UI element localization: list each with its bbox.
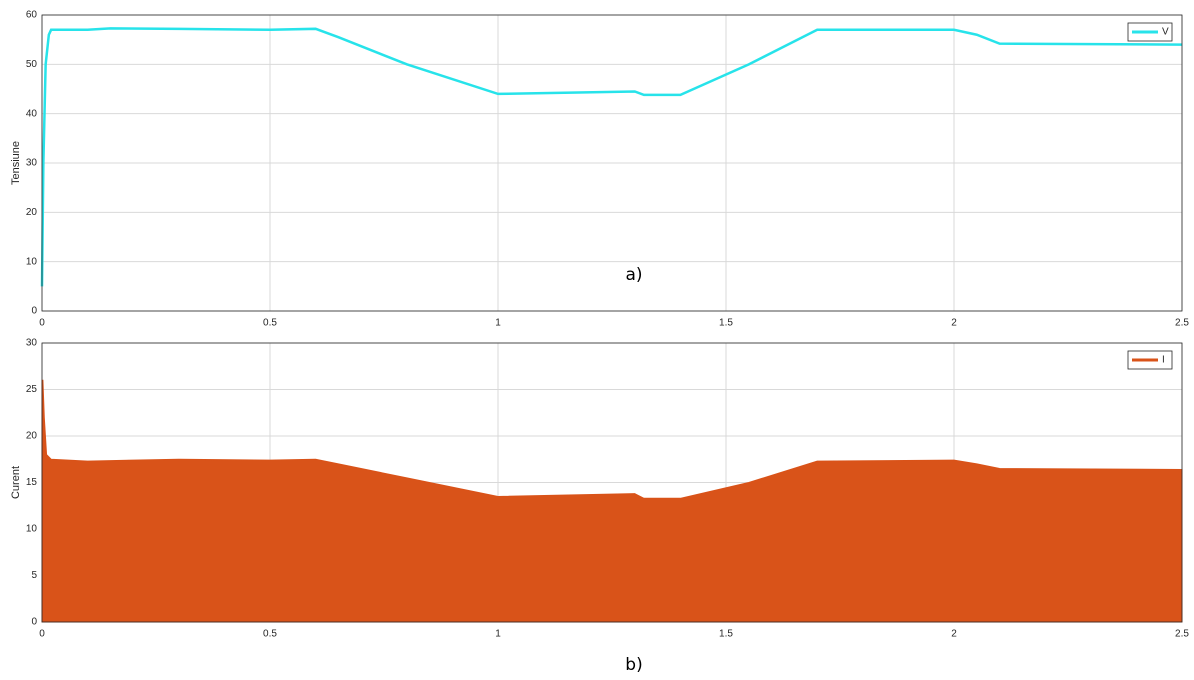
legend-label: I	[1162, 355, 1165, 366]
x-tick-label: 0.5	[263, 318, 277, 329]
x-tick-label: 1.5	[719, 629, 733, 640]
y-tick-label: 0	[31, 306, 37, 317]
x-tick-label: 0	[39, 318, 45, 329]
y-tick-label: 25	[26, 384, 38, 395]
y-tick-label: 10	[26, 256, 38, 267]
y-tick-label: 20	[26, 207, 38, 218]
area	[41, 379, 1183, 623]
x-tick-label: 1	[495, 318, 501, 329]
x-tick-label: 2.5	[1175, 629, 1189, 640]
y-tick-label: 50	[26, 59, 38, 70]
x-tick-label: 2	[951, 318, 957, 329]
x-tick-label: 1	[495, 629, 501, 640]
subplot: 0 5 10 15 20 25 30 0 0.5 1 1.5 2 2.5 I Curent b)	[10, 338, 1189, 675]
axes-box	[41, 14, 1183, 312]
y-tick-label: 30	[26, 338, 38, 349]
x-tick-label: 1.5	[719, 318, 733, 329]
x-tick-label: 2.5	[1175, 318, 1189, 329]
annotation: a)	[625, 265, 642, 285]
y-tick-label: 15	[26, 477, 38, 488]
y-tick-label: 5	[31, 570, 37, 581]
y-tick-label: 40	[26, 108, 38, 119]
x-tick-label: 2	[951, 629, 957, 640]
y-tick-label: 60	[26, 10, 38, 21]
y-tick-label: 20	[26, 431, 38, 442]
y-tick-label: 10	[26, 524, 38, 535]
y-tick-label: 30	[26, 158, 38, 169]
y-axis-label: Tensiune	[10, 141, 22, 185]
x-tick-label: 0	[39, 629, 45, 640]
x-tick-label: 0.5	[263, 629, 277, 640]
legend-label: V	[1162, 27, 1169, 38]
subplot: 0 10 20 30 40 50 60 0 0.5 1 1.5 2 2.5 V Tensiune a)	[10, 10, 1189, 329]
y-tick-label: 0	[31, 617, 37, 628]
y-axis-label: Curent	[10, 466, 22, 499]
axes-box	[41, 342, 1183, 623]
annotation: b)	[625, 655, 642, 675]
line	[40, 27, 1183, 287]
